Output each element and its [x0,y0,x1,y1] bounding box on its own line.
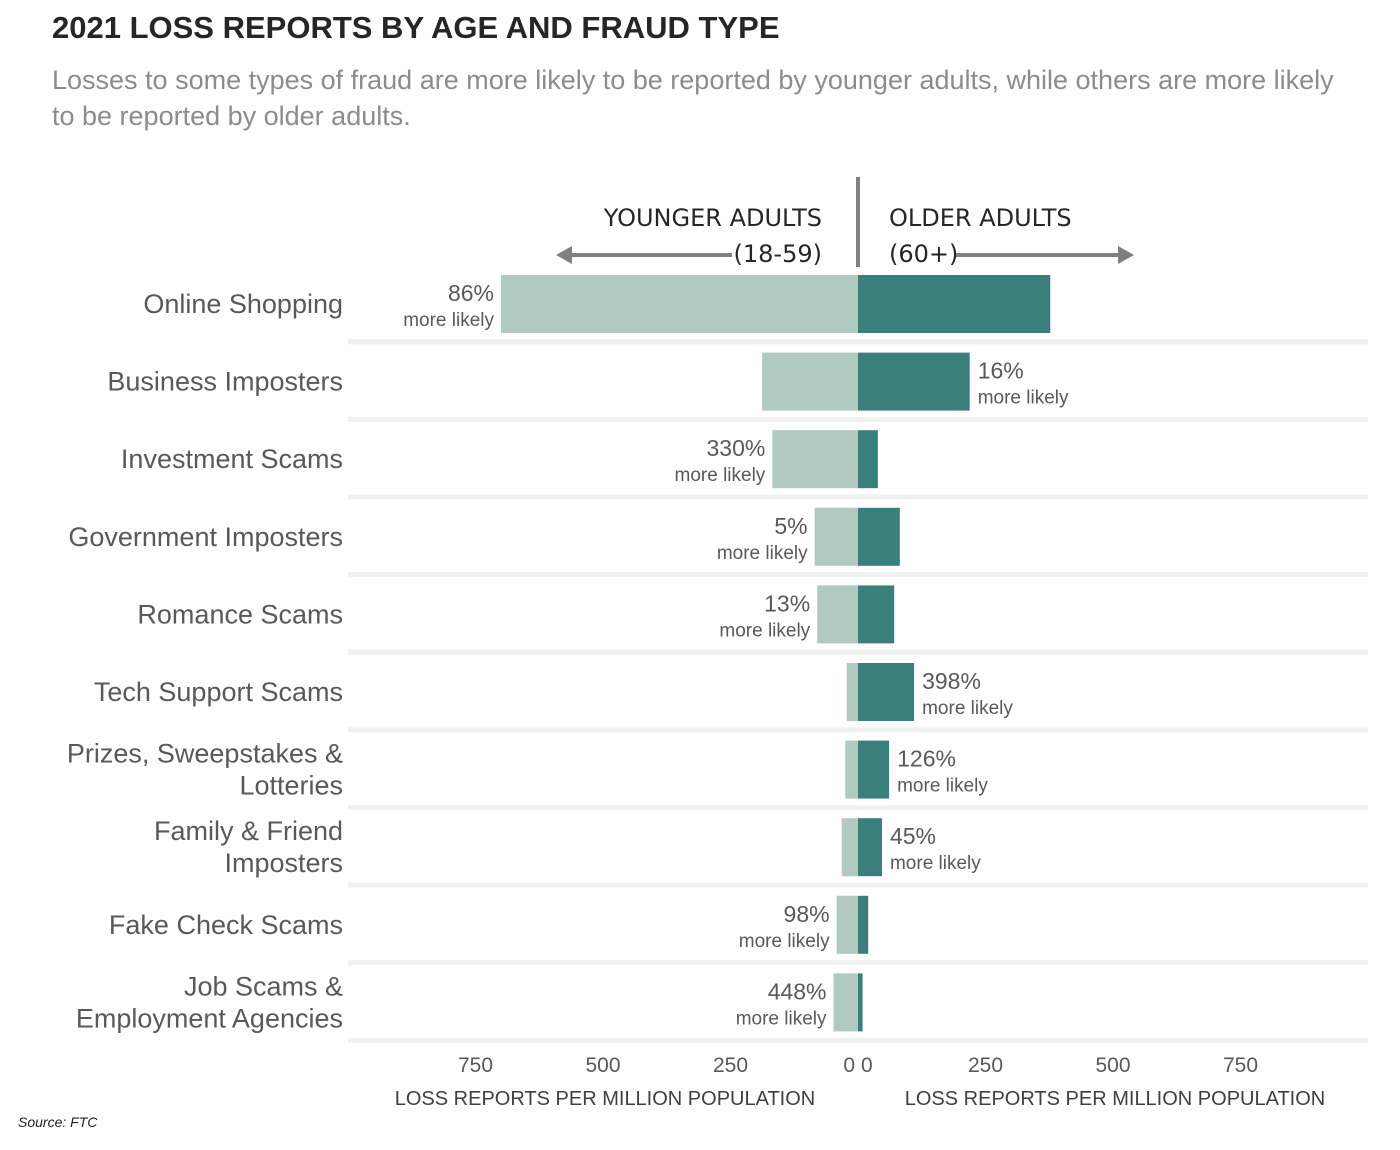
arrow-right-head [1118,246,1134,264]
x-tick-label-right: 0 [861,1054,873,1077]
direction-label-younger-age: (18-59) [734,240,822,268]
arrow-right-shaft [956,253,1120,257]
row-separator [348,960,1368,966]
data-label-text: more likely [922,698,1013,719]
bar-older-adults [858,352,970,411]
data-label-text: more likely [403,310,494,331]
x-tick-label-right: 500 [1095,1054,1130,1077]
data-label-percent: 16% [978,358,1024,384]
bar-younger-adults [846,663,858,721]
data-label-text: more likely [978,388,1069,409]
category-label: Lotteries [239,771,343,801]
bar-younger-adults [836,895,858,954]
bar-older-adults [858,507,900,566]
x-tick-label-left: 0 [843,1054,855,1077]
bar-younger-adults [841,818,858,877]
category-label: Imposters [224,848,343,878]
bar-younger-adults [817,585,858,644]
bar-younger-adults [814,507,858,566]
bar-younger-adults [762,352,858,411]
bar-younger-adults [501,275,858,333]
category-label: Investment Scams [121,444,343,474]
data-label-percent: 13% [764,590,810,616]
bar-older-adults [858,430,878,489]
data-label-percent: 86% [448,280,494,306]
chart-subtitle: Losses to some types of fraud are more l… [52,65,1334,131]
data-label-text: more likely [736,1008,827,1029]
row-separator [348,572,1368,578]
category-label: Employment Agencies [76,1003,343,1033]
data-label-text: more likely [739,931,830,952]
category-label: Prizes, Sweepstakes & [67,739,343,769]
category-label: Online Shopping [143,289,343,319]
data-label-text: more likely [719,620,810,641]
row-separator [348,649,1368,655]
center-divider [856,177,860,267]
bar-older-adults [858,818,882,877]
row-separator [348,416,1368,422]
bar-older-adults [858,585,895,644]
bar-older-adults [858,663,915,721]
data-label-percent: 330% [706,435,765,461]
bar-younger-adults [833,973,858,1032]
direction-label-younger: YOUNGER ADULTS [603,204,822,232]
data-label-percent: 398% [922,668,981,694]
category-label: Business Imposters [107,367,343,397]
bar-younger-adults [772,430,858,489]
direction-label-older: OLDER ADULTS [889,204,1072,232]
data-label-percent: 126% [897,746,956,772]
bar-older-adults [858,275,1051,333]
row-separator [348,339,1368,345]
bar-older-adults [858,973,863,1032]
category-label: Fake Check Scams [109,910,343,940]
bar-older-adults [858,740,890,799]
data-label-percent: 448% [768,978,827,1004]
arrow-left-shaft [570,253,732,257]
data-label-percent: 5% [774,513,807,539]
data-label-text: more likely [717,543,808,564]
data-label-percent: 45% [890,823,936,849]
row-separator [348,727,1368,733]
bar-younger-adults [845,740,858,799]
x-tick-label-left: 250 [713,1054,748,1077]
row-separator [348,1037,1368,1043]
chart-title: 2021 LOSS REPORTS BY AGE AND FRAUD TYPE [52,10,780,45]
source-note: Source: FTC [18,1114,98,1130]
arrow-left-head [556,246,572,264]
x-tick-label-right: 750 [1223,1054,1258,1077]
category-label: Government Imposters [68,522,343,552]
data-label-text: more likely [675,465,766,486]
row-separator [348,882,1368,888]
x-tick-label-right: 250 [968,1054,1003,1077]
category-label: Tech Support Scams [94,677,343,707]
row-separator [348,494,1368,500]
data-label-text: more likely [897,776,988,797]
category-label: Job Scams & [184,971,343,1001]
x-tick-label-left: 750 [458,1054,493,1077]
row-separator [348,804,1368,810]
x-axis-title-right: LOSS REPORTS PER MILLION POPULATION [905,1088,1325,1110]
data-label-percent: 98% [784,901,830,927]
bar-older-adults [858,895,869,954]
category-label: Family & Friend [154,816,343,846]
direction-label-older-age: (60+) [889,240,958,268]
x-tick-label-left: 500 [585,1054,620,1077]
data-label-text: more likely [890,853,981,874]
category-label: Romance Scams [137,599,343,629]
x-axis-title-left: LOSS REPORTS PER MILLION POPULATION [395,1088,815,1110]
